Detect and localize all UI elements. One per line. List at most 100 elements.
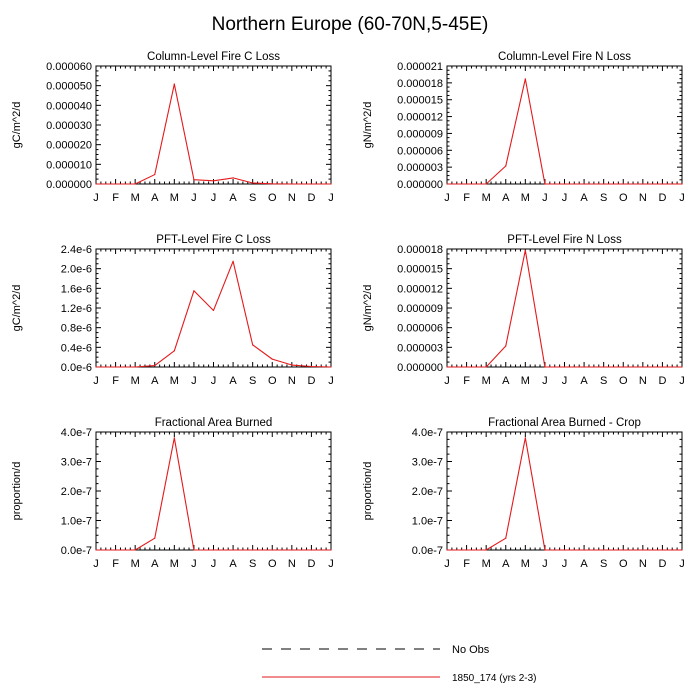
data-point bbox=[446, 549, 448, 551]
data-point bbox=[95, 183, 97, 185]
y-tick-label: 0.000021 bbox=[397, 61, 443, 73]
data-point bbox=[642, 366, 644, 368]
data-point bbox=[95, 549, 97, 551]
y-tick-label: 0.000050 bbox=[46, 81, 92, 93]
y-tick-label: 2.0e-6 bbox=[61, 264, 92, 276]
data-point bbox=[212, 309, 215, 312]
data-point bbox=[681, 183, 683, 185]
x-tick-label: S bbox=[249, 375, 256, 387]
x-tick-label: S bbox=[600, 192, 607, 204]
x-tick-label: S bbox=[600, 558, 607, 570]
y-tick-label: 0.000012 bbox=[397, 283, 443, 295]
x-tick-label: J bbox=[211, 375, 217, 387]
x-tick-label: O bbox=[619, 558, 628, 570]
figure-title: Northern Europe (60-70N,5-45E) bbox=[211, 14, 489, 35]
plot-frame bbox=[446, 431, 683, 551]
data-point bbox=[134, 366, 136, 368]
data-point bbox=[95, 366, 97, 368]
y-tick-label: 2.0e-7 bbox=[412, 486, 443, 498]
x-tick-label: A bbox=[151, 192, 159, 204]
x-tick-label: J bbox=[93, 558, 99, 570]
chart-title: PFT-Level Fire C Loss bbox=[156, 234, 271, 246]
x-tick-label: M bbox=[170, 375, 179, 387]
data-point bbox=[173, 350, 175, 352]
y-tick-label: 0.4e-6 bbox=[61, 342, 92, 354]
y-tick-label: 0.0e-6 bbox=[61, 362, 92, 374]
x-tick-label: J bbox=[328, 558, 334, 570]
data-point bbox=[193, 179, 195, 181]
y-tick-label: 0.000000 bbox=[46, 179, 92, 191]
x-tick-label: M bbox=[482, 192, 491, 204]
x-tick-label: J bbox=[211, 192, 217, 204]
x-tick-label: J bbox=[679, 558, 685, 570]
x-tick-label: J bbox=[444, 375, 450, 387]
data-point bbox=[114, 549, 117, 551]
data-point bbox=[252, 549, 254, 551]
x-tick-label: A bbox=[580, 375, 588, 387]
data-point bbox=[544, 549, 546, 551]
data-point bbox=[193, 549, 195, 551]
x-tick-label: J bbox=[444, 558, 450, 570]
data-point bbox=[544, 183, 546, 185]
data-point bbox=[485, 549, 487, 551]
data-point bbox=[310, 365, 313, 368]
y-axis-label: gN/m^2/d bbox=[362, 102, 374, 149]
x-tick-label: A bbox=[580, 558, 588, 570]
x-tick-label: A bbox=[502, 375, 510, 387]
y-tick-label: 0.000020 bbox=[46, 140, 92, 152]
y-tick-label: 0.000015 bbox=[397, 264, 443, 276]
x-tick-label: F bbox=[463, 375, 470, 387]
x-tick-label: F bbox=[112, 375, 119, 387]
y-tick-label: 0.8e-6 bbox=[61, 323, 92, 335]
x-tick-label: M bbox=[521, 375, 530, 387]
data-point bbox=[446, 366, 448, 368]
data-point bbox=[212, 180, 215, 182]
data-point bbox=[563, 549, 566, 551]
data-point bbox=[622, 183, 624, 185]
y-tick-label: 0.000003 bbox=[397, 162, 443, 174]
x-tick-label: J bbox=[93, 375, 99, 387]
x-tick-label: J bbox=[562, 375, 568, 387]
data-point bbox=[310, 549, 313, 551]
y-tick-label: 2.0e-7 bbox=[61, 486, 92, 498]
x-tick-label: J bbox=[542, 375, 548, 387]
x-tick-label: A bbox=[151, 558, 159, 570]
data-point bbox=[524, 437, 526, 439]
x-tick-label: S bbox=[249, 192, 256, 204]
data-point bbox=[603, 549, 605, 551]
x-tick-label: S bbox=[249, 558, 256, 570]
data-point bbox=[330, 183, 332, 185]
data-point bbox=[465, 183, 468, 185]
y-tick-label: 0.000030 bbox=[46, 120, 92, 132]
data-point bbox=[583, 183, 585, 185]
x-tick-label: A bbox=[229, 375, 237, 387]
x-tick-label: N bbox=[639, 558, 647, 570]
x-tick-label: A bbox=[229, 558, 237, 570]
data-point bbox=[232, 260, 234, 262]
data-point bbox=[544, 366, 546, 368]
data-point bbox=[485, 183, 487, 185]
x-tick-label: J bbox=[328, 192, 334, 204]
x-tick-label: M bbox=[521, 192, 530, 204]
y-tick-label: 1.0e-7 bbox=[61, 516, 92, 528]
y-tick-label: 0.000018 bbox=[397, 244, 443, 256]
y-tick-label: 1.0e-7 bbox=[412, 516, 443, 528]
plot-frame bbox=[446, 65, 683, 185]
y-tick-label: 0.000009 bbox=[397, 128, 443, 140]
series-line-1 bbox=[96, 260, 332, 368]
x-tick-label: A bbox=[502, 192, 510, 204]
x-tick-label: J bbox=[191, 558, 197, 570]
x-tick-label: J bbox=[444, 192, 450, 204]
data-point bbox=[505, 165, 507, 167]
x-tick-label: O bbox=[268, 192, 277, 204]
y-tick-label: 0.000060 bbox=[46, 61, 92, 73]
x-tick-label: M bbox=[170, 558, 179, 570]
y-tick-label: 1.6e-6 bbox=[61, 283, 92, 295]
data-point bbox=[622, 549, 624, 551]
chart-title: Column-Level Fire C Loss bbox=[147, 51, 280, 63]
x-tick-label: J bbox=[93, 192, 99, 204]
x-tick-label: F bbox=[463, 192, 470, 204]
chart-title: PFT-Level Fire N Loss bbox=[507, 234, 622, 246]
data-point bbox=[603, 183, 605, 185]
